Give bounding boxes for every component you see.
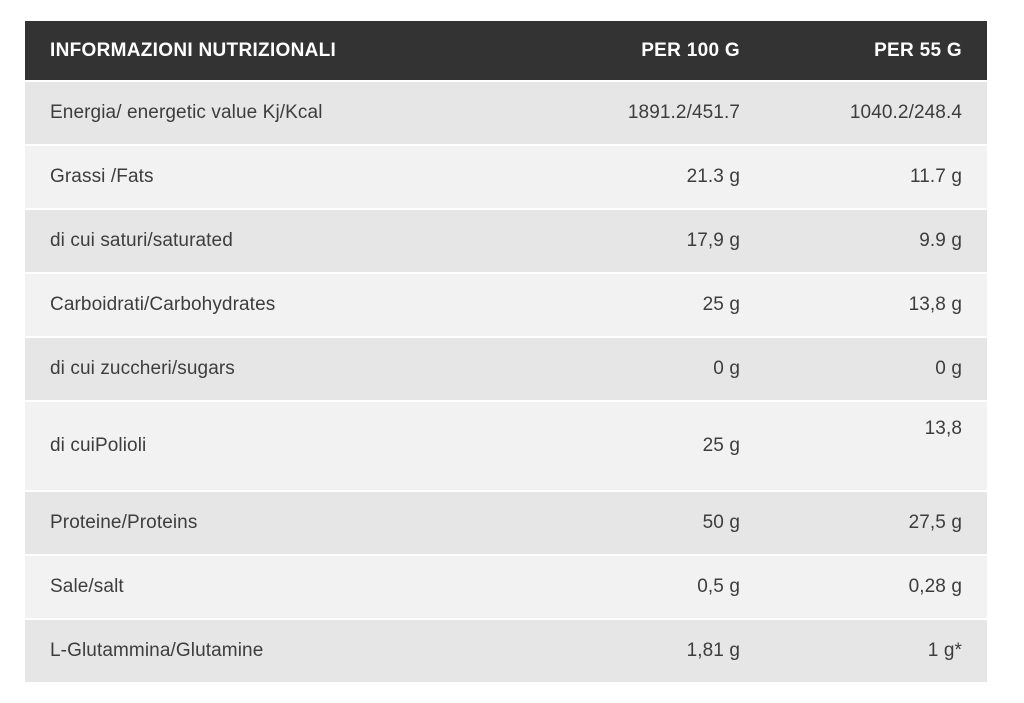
row-label: di cuiPolioli — [50, 435, 147, 456]
row-value-per-55g: 13,8 — [924, 418, 962, 439]
row-value-per-55g: 0,28 g — [908, 576, 962, 597]
table-row: di cuiPolioli 25 g 13,8 — [25, 402, 987, 490]
row-value-per-55g: 13,8 g — [908, 294, 962, 315]
column-header-per-55g: PER 55 G — [874, 39, 962, 61]
row-value-per-55g: 9.9 g — [919, 230, 962, 251]
table-row: di cui zuccheri/sugars 0 g 0 g — [25, 338, 987, 400]
table-header-row: INFORMAZIONI NUTRIZIONALI PER 100 G PER … — [25, 21, 987, 80]
row-value-per-55g: 27,5 g — [908, 512, 962, 533]
table-row: Proteine/Proteins 50 g 27,5 g — [25, 492, 987, 554]
table-title: INFORMAZIONI NUTRIZIONALI — [50, 39, 337, 61]
row-value-per-100g: 25 g — [702, 435, 740, 456]
row-label: Energia/ energetic value Kj/Kcal — [50, 102, 323, 123]
row-label: Sale/salt — [50, 576, 124, 597]
table-body: Energia/ energetic value Kj/Kcal 1891.2/4… — [25, 82, 987, 682]
row-label: di cui zuccheri/sugars — [50, 358, 235, 379]
nutrition-table: INFORMAZIONI NUTRIZIONALI PER 100 G PER … — [25, 21, 987, 682]
row-value-per-55g: 1 g* — [927, 640, 962, 661]
row-value-per-100g: 1891.2/451.7 — [627, 102, 740, 123]
row-value-per-100g: 0,5 g — [697, 576, 740, 597]
column-header-per-100g: PER 100 G — [641, 39, 740, 61]
table-row: Carboidrati/Carbohydrates 25 g 13,8 g — [25, 274, 987, 336]
row-label: L-Glutammina/Glutamine — [50, 640, 264, 661]
row-value-per-55g: 0 g — [935, 358, 962, 379]
row-value-per-100g: 17,9 g — [686, 230, 740, 251]
table-row: L-Glutammina/Glutamine 1,81 g 1 g* — [25, 620, 987, 682]
row-label: Grassi /Fats — [50, 166, 154, 187]
row-value-per-55g: 1040.2/248.4 — [849, 102, 962, 123]
row-value-per-100g: 50 g — [702, 512, 740, 533]
row-value-per-100g: 25 g — [702, 294, 740, 315]
table-row: Energia/ energetic value Kj/Kcal 1891.2/4… — [25, 82, 987, 144]
row-label: di cui saturi/saturated — [50, 230, 233, 251]
row-label: Carboidrati/Carbohydrates — [50, 294, 276, 315]
row-value-per-100g: 21.3 g — [686, 166, 740, 187]
row-label: Proteine/Proteins — [50, 512, 198, 533]
table-row: di cui saturi/saturated 17,9 g 9.9 g — [25, 210, 987, 272]
row-value-per-100g: 0 g — [713, 358, 740, 379]
table-row: Sale/salt 0,5 g 0,28 g — [25, 556, 987, 618]
row-value-per-100g: 1,81 g — [686, 640, 740, 661]
table-row: Grassi /Fats 21.3 g 11.7 g — [25, 146, 987, 208]
row-value-per-55g: 11.7 g — [909, 166, 962, 187]
